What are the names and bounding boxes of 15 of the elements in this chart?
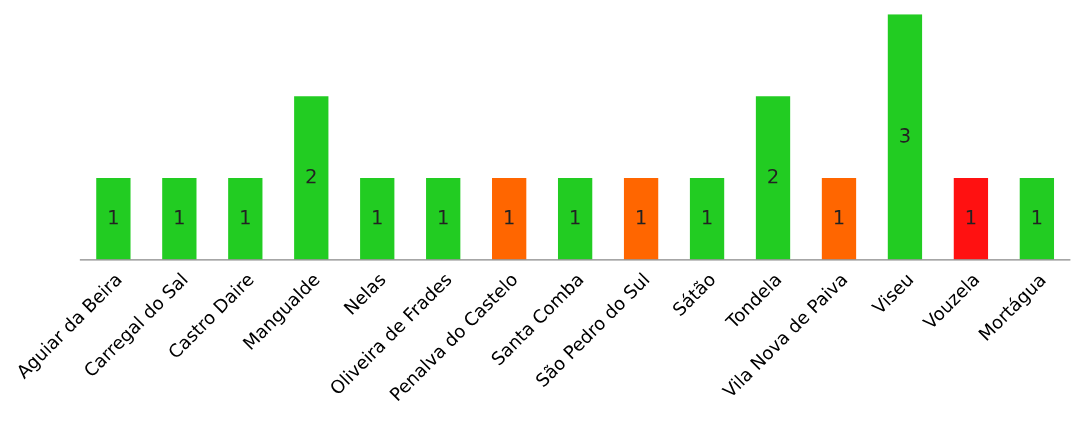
data-label: 1 [966, 210, 976, 225]
data-label: 1 [175, 210, 184, 225]
data-label: 1 [241, 210, 250, 225]
data-label: 1 [505, 210, 514, 225]
data-label: 1 [109, 210, 118, 225]
data-label: 1 [439, 210, 448, 225]
data-label: 1 [571, 210, 580, 225]
data-label: 1 [834, 210, 844, 225]
data-label: 2 [306, 168, 316, 184]
data-label: 3 [900, 128, 910, 143]
data-label: 1 [637, 210, 646, 225]
data-label: 2 [768, 168, 778, 184]
data-label: 1 [703, 210, 712, 225]
data-label: 1 [1032, 210, 1042, 225]
data-label: 1 [373, 210, 382, 225]
